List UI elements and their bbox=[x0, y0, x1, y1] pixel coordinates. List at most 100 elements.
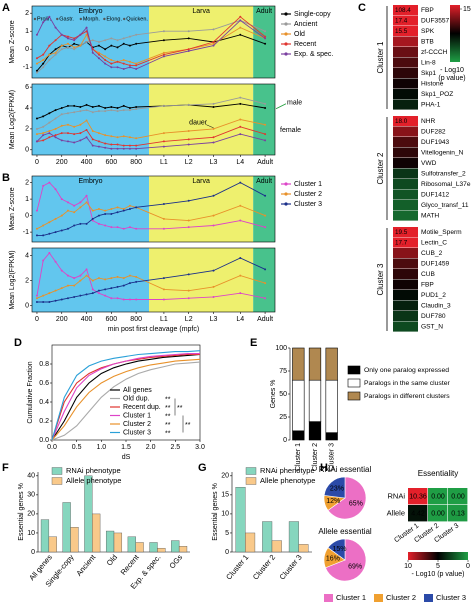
series-point bbox=[79, 294, 82, 297]
series-point bbox=[60, 124, 63, 127]
region-label: Adult bbox=[256, 178, 272, 185]
bar bbox=[92, 513, 101, 553]
row-label: DUF1943 bbox=[421, 139, 450, 146]
stage-label: Quicken. bbox=[126, 16, 148, 22]
series-point bbox=[60, 113, 63, 116]
row-label: Lectin_C bbox=[421, 240, 447, 247]
series-point bbox=[91, 217, 94, 220]
series-point bbox=[212, 141, 215, 144]
x-tick-label: Cluster 3 bbox=[329, 443, 336, 471]
legend-label: All genes bbox=[123, 387, 152, 394]
series-point bbox=[97, 292, 100, 295]
series-point bbox=[60, 48, 63, 51]
series-point bbox=[42, 139, 45, 142]
series-point bbox=[97, 214, 100, 217]
y-axis-label: Essential genes % bbox=[212, 483, 219, 541]
series-line bbox=[36, 16, 266, 70]
significance: ** bbox=[185, 422, 191, 429]
cell-label: 18.0 bbox=[395, 118, 408, 125]
cell-label: 108.4 bbox=[395, 7, 411, 14]
series-point bbox=[73, 111, 76, 114]
legend-label: Cluster 2 bbox=[294, 191, 322, 198]
series-point bbox=[60, 44, 63, 47]
series-point bbox=[35, 227, 38, 230]
heat-cell bbox=[393, 311, 418, 322]
heat-cell bbox=[393, 78, 418, 89]
panel-letter: E bbox=[250, 337, 257, 349]
series-line bbox=[51, 361, 201, 441]
heat-cell bbox=[408, 505, 428, 522]
region-label: Larva bbox=[192, 8, 210, 15]
series-point bbox=[91, 288, 94, 291]
series-point bbox=[91, 292, 94, 295]
series-point bbox=[42, 300, 45, 303]
series-point bbox=[110, 287, 113, 290]
heat-cell bbox=[393, 279, 418, 290]
row-label: PUD1_2 bbox=[421, 292, 446, 299]
bar bbox=[262, 521, 273, 553]
series-point bbox=[73, 125, 76, 128]
series-point bbox=[128, 44, 131, 47]
pie-title: RNAi essential bbox=[319, 465, 372, 474]
series-point bbox=[264, 226, 267, 229]
row-label: DUF780 bbox=[421, 313, 446, 320]
series-point bbox=[60, 132, 63, 135]
heat-cell bbox=[393, 26, 418, 37]
series-point bbox=[128, 298, 131, 301]
legend-swatch bbox=[347, 365, 361, 375]
cell-label: 4.42 bbox=[411, 510, 425, 517]
bar-segment bbox=[308, 421, 322, 441]
bar bbox=[288, 521, 299, 553]
series-point bbox=[54, 109, 57, 112]
row-label: PHA-1 bbox=[421, 102, 441, 109]
series-point bbox=[264, 133, 267, 136]
series-point bbox=[239, 219, 242, 222]
series-point bbox=[54, 117, 57, 120]
series-point bbox=[60, 214, 63, 217]
series-point bbox=[135, 280, 138, 283]
legend-swatch bbox=[245, 477, 257, 485]
series-point bbox=[66, 284, 69, 287]
y-axis-label: Essential genes % bbox=[18, 483, 25, 541]
y-tick-label: 0 bbox=[31, 549, 35, 556]
series-line bbox=[36, 19, 266, 73]
y-tick-label: 2 bbox=[25, 277, 29, 284]
y-tick-label: 40 bbox=[27, 473, 35, 480]
series-point bbox=[79, 33, 82, 36]
plot-frame bbox=[31, 5, 276, 79]
series-point bbox=[135, 42, 138, 45]
series-point bbox=[162, 55, 165, 58]
series-point bbox=[122, 62, 125, 65]
row-label: Glyco_transf_11 bbox=[421, 202, 469, 209]
series-point bbox=[97, 41, 100, 43]
stage-marker bbox=[33, 17, 37, 21]
legend-label: Cluster 3 bbox=[436, 593, 466, 602]
heat-cell bbox=[408, 488, 428, 505]
series-point bbox=[128, 204, 131, 207]
stage-marker bbox=[79, 17, 83, 21]
series-point bbox=[97, 57, 100, 60]
plot-frame bbox=[31, 247, 276, 313]
colorbar-label: - Log10 bbox=[440, 67, 464, 74]
series-point bbox=[264, 282, 267, 285]
row-label: DUF3557 bbox=[421, 18, 450, 25]
series-point bbox=[264, 35, 267, 38]
series-point bbox=[122, 277, 125, 280]
y-tick-label: 4 bbox=[25, 252, 29, 259]
series-point bbox=[48, 300, 51, 303]
series-point bbox=[128, 66, 131, 69]
y-tick-label: 0 bbox=[225, 549, 229, 556]
heat-cell bbox=[393, 147, 418, 158]
series-point bbox=[42, 59, 45, 61]
series-line bbox=[36, 34, 266, 72]
series-point bbox=[239, 19, 242, 22]
series-point bbox=[91, 279, 94, 282]
series-point bbox=[66, 35, 69, 38]
x-tick-label: 200 bbox=[56, 159, 68, 166]
series-point bbox=[97, 110, 100, 113]
row-label: Sulfotransfer_2 bbox=[421, 171, 466, 178]
heatmap-title: Essentiality bbox=[418, 469, 458, 478]
group-label: Cluster 2 bbox=[376, 152, 385, 185]
legend-label: Cluster 1 bbox=[123, 412, 151, 419]
series-line bbox=[36, 27, 266, 65]
